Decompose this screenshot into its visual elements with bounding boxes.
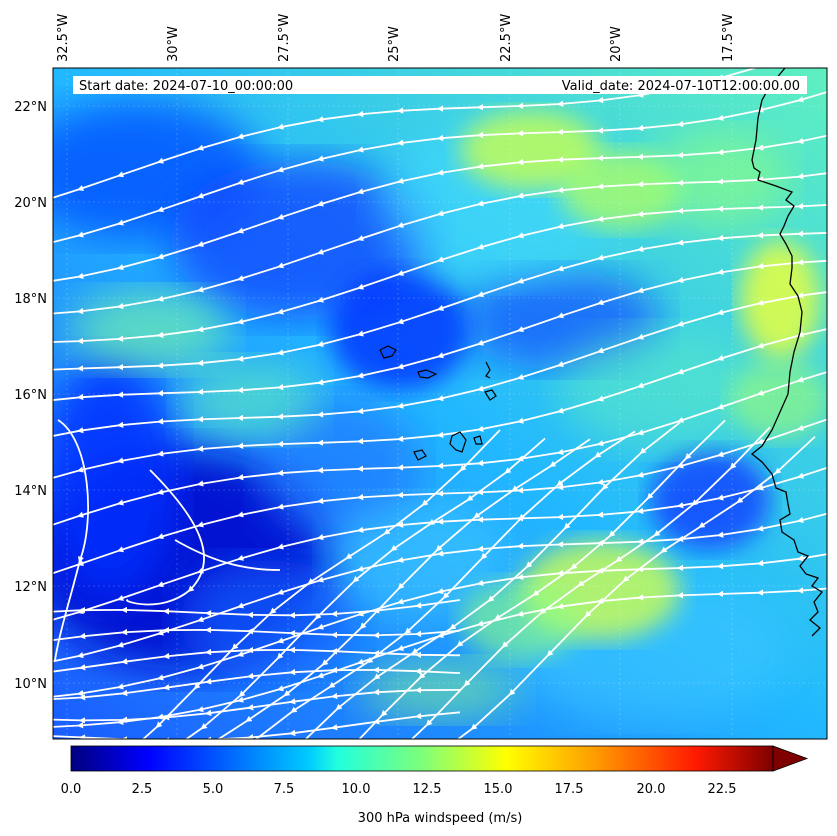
- lat-tick-label: 16°N: [14, 388, 47, 403]
- windspeed-patch: [560, 330, 760, 450]
- lat-tick-label: 18°N: [14, 292, 47, 307]
- island-santo-antao: [379, 345, 397, 359]
- colorbar-extend-arrow: [772, 745, 809, 772]
- streamline: [174, 539, 281, 571]
- colorbar: 0.0 2.5 5.0 7.5 10.0 12.5 15.0 17.5 20.0…: [61, 745, 809, 826]
- island-santiago: [449, 431, 467, 453]
- windspeed-patch: [460, 580, 580, 660]
- coastline: [379, 68, 823, 637]
- lon-tick-label: 27.5°W: [277, 14, 292, 62]
- windspeed-patch: [330, 270, 470, 390]
- colorbar-tick-label: 17.5: [555, 782, 584, 797]
- longitude-axis: 32.5°W 30°W 27.5°W 25°W 22.5°W 20°W 17.5…: [56, 14, 736, 62]
- streamline: [53, 599, 461, 619]
- colorbar-title: 300 hPa windspeed (m/s): [358, 811, 523, 826]
- streamline: [53, 646, 461, 673]
- streamline: [54, 419, 89, 661]
- info-header: Start date: 2024-07-10_00:00:00 Valid_da…: [73, 76, 807, 94]
- windspeed-patch: [650, 130, 790, 230]
- lon-tick-label: 22.5°W: [499, 14, 514, 62]
- africa-coastline: [750, 68, 823, 637]
- island-fogo: [413, 449, 427, 461]
- lon-tick-label: 17.5°W: [721, 14, 736, 62]
- map-frame: [52, 67, 828, 740]
- island-sao-vicente: [417, 369, 438, 379]
- info-header-background: [73, 76, 807, 94]
- valid-date-label: Valid_date: 2024-07-10T12:00:00.00: [562, 79, 800, 94]
- lon-tick-label: 25°W: [387, 26, 402, 62]
- lat-tick-label: 12°N: [14, 580, 47, 595]
- colorbar-tick-label: 22.5: [708, 782, 737, 797]
- streamline: [126, 469, 205, 606]
- windspeed-patch: [180, 360, 320, 440]
- latitude-axis: 22°N 20°N 18°N 16°N 14°N 12°N 10°N: [14, 100, 47, 692]
- windspeed-patch: [730, 360, 827, 440]
- colorbar-tick-label: 12.5: [413, 782, 442, 797]
- colorbar-tick-label: 15.0: [484, 782, 513, 797]
- streamlines: [53, 68, 827, 739]
- streamline: [53, 626, 461, 642]
- lon-tick-label: 20°W: [609, 26, 624, 62]
- colorbar-tick-label: 10.0: [342, 782, 371, 797]
- lat-tick-label: 10°N: [14, 677, 47, 692]
- island-sal: [484, 389, 497, 401]
- colorbar-gradient: [70, 745, 774, 772]
- start-date-label: Start date: 2024-07-10_00:00:00: [79, 79, 293, 94]
- lon-tick-label: 30°W: [166, 26, 181, 62]
- colorbar-tick-label: 2.5: [132, 782, 153, 797]
- lat-tick-label: 14°N: [14, 484, 47, 499]
- lon-tick-label: 32.5°W: [56, 14, 71, 62]
- island-santa-luzia: [485, 361, 491, 379]
- colorbar-tick-label: 0.0: [61, 782, 82, 797]
- map-panel: [53, 68, 827, 739]
- lat-tick-label: 22°N: [14, 100, 47, 115]
- streamline: [456, 435, 816, 739]
- windspeed-patch: [180, 560, 360, 680]
- colorbar-tick-label: 20.0: [637, 782, 666, 797]
- lat-tick-label: 20°N: [14, 196, 47, 211]
- colorbar-tick-label: 5.0: [203, 782, 224, 797]
- colorbar-ticks: 0.0 2.5 5.0 7.5 10.0 12.5 15.0 17.5 20.0…: [61, 782, 737, 797]
- island-maio: [473, 435, 483, 445]
- colorbar-tick-label: 7.5: [274, 782, 295, 797]
